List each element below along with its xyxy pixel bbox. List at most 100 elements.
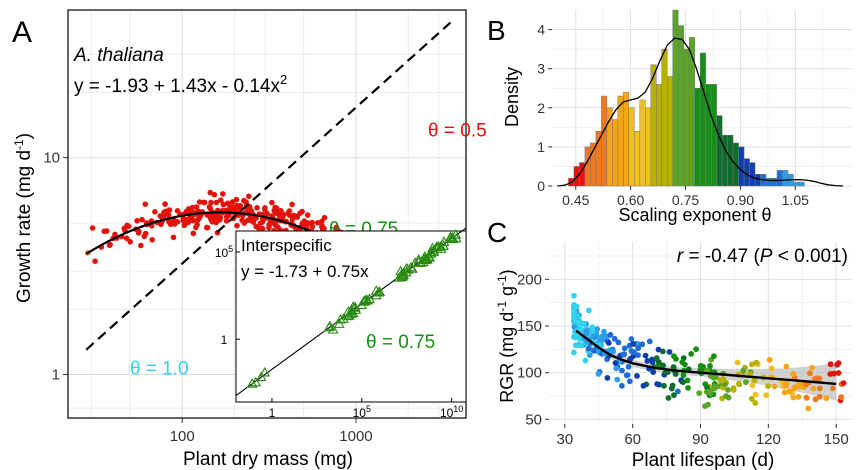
- histogram-bar: [573, 166, 580, 187]
- data-point: [286, 208, 293, 214]
- data-point: [710, 374, 717, 381]
- data-point: [586, 307, 592, 314]
- data-point: [609, 348, 616, 355]
- data-point: [223, 214, 230, 220]
- data-point: [181, 222, 188, 229]
- inset-triangle: [333, 318, 345, 328]
- data-point: [626, 378, 633, 385]
- quadratic-equation: y = -1.93 + 1.43x - 0.14x2: [74, 72, 287, 97]
- panel-a-ylabel-end: ): [14, 133, 35, 139]
- histogram-bar: [798, 181, 805, 187]
- data-point: [781, 389, 788, 396]
- data-point: [768, 365, 775, 372]
- histogram-bar: [601, 95, 608, 187]
- inset-y-tick-label: 1: [221, 333, 228, 347]
- data-point: [162, 201, 168, 207]
- inset-triangle: [435, 243, 447, 253]
- data-point: [170, 234, 177, 241]
- inset-triangle: [259, 366, 271, 377]
- inset-triangle: [447, 231, 458, 242]
- histogram-bar: [634, 130, 641, 187]
- inset-theta-label: θ = 0.75: [366, 332, 435, 353]
- histogram-bar: [650, 64, 657, 187]
- data-point: [655, 346, 662, 353]
- data-point: [139, 216, 145, 223]
- panel-c-ticks: 30 60 90 120 150 50 100 150 200: [517, 271, 849, 448]
- data-point: [194, 222, 200, 228]
- y-tick-label: 2: [537, 100, 545, 116]
- data-point: [321, 225, 327, 232]
- data-point: [220, 201, 227, 208]
- data-point: [725, 387, 731, 393]
- data-point: [675, 388, 681, 395]
- data-point: [753, 359, 760, 366]
- inset-triangle: [370, 285, 382, 295]
- x-tick-label: 30: [556, 431, 573, 448]
- data-point: [803, 395, 810, 401]
- data-point: [783, 363, 790, 370]
- panel-c: 30 60 90 120 150 50 100 150 200 r = -0.47 (P < 0…: [495, 242, 852, 470]
- histogram-bar: [782, 170, 789, 187]
- y-tick-label: 100: [517, 365, 542, 382]
- data-point: [654, 381, 660, 387]
- data-point: [576, 318, 583, 325]
- data-point: [661, 382, 667, 389]
- histogram-bar: [666, 76, 673, 187]
- data-point: [619, 367, 625, 374]
- data-point: [816, 385, 823, 392]
- data-point: [707, 362, 713, 369]
- data-point: [223, 218, 230, 224]
- histogram-bar: [656, 84, 663, 187]
- data-point: [696, 390, 703, 396]
- panel-b-ylabel: Density: [502, 67, 522, 127]
- data-point: [585, 345, 592, 352]
- data-point: [138, 242, 144, 249]
- data-point: [653, 355, 660, 362]
- panel-c-ylabel-sup2: -1: [495, 275, 509, 286]
- inset-triangle: [450, 228, 462, 239]
- data-point: [749, 382, 756, 389]
- data-point: [220, 191, 226, 197]
- data-point: [595, 371, 602, 377]
- inset-triangle: [396, 268, 408, 279]
- panel-a-xlabel: Plant dry mass (mg): [183, 449, 353, 470]
- data-point: [722, 381, 728, 388]
- panel-c-xlabel: Plant lifespan (d): [632, 450, 775, 470]
- panel-c-points: [571, 292, 847, 412]
- data-point: [254, 205, 260, 211]
- panel-c-ylabel: RGR (mg d-1 g-1): [495, 269, 517, 402]
- histogram-bar: [661, 48, 668, 187]
- data-point: [209, 219, 216, 225]
- data-point: [815, 375, 821, 382]
- histogram-bar: [710, 84, 717, 187]
- data-point: [259, 225, 266, 232]
- data-point: [239, 217, 245, 223]
- data-point: [619, 382, 625, 389]
- data-point: [188, 216, 194, 223]
- data-point: [578, 342, 584, 349]
- histogram-bar: [688, 37, 695, 187]
- x-tick-label: 150: [824, 431, 849, 448]
- data-point: [838, 394, 845, 401]
- inset-triangle: [360, 294, 372, 304]
- panel-b: 0.45 0.60 0.75 0.90 1.05 0 1 2 3 4 Scaling expone…: [502, 9, 852, 225]
- inset-triangle: [438, 240, 449, 250]
- data-point: [262, 206, 268, 213]
- histogram-bar: [584, 146, 591, 187]
- data-point: [269, 199, 275, 206]
- data-point: [289, 201, 295, 208]
- inset-equation: y = -1.73 + 0.75x: [241, 262, 369, 281]
- data-point: [583, 330, 590, 337]
- inset-triangle: [370, 289, 382, 300]
- panel-c-ylabel-sup1: -1: [495, 301, 509, 312]
- data-point: [702, 403, 708, 409]
- data-point: [204, 224, 211, 231]
- x-tick-label: 100: [170, 428, 195, 445]
- data-point: [783, 380, 790, 386]
- data-point: [127, 239, 133, 245]
- inset-triangle: [250, 376, 262, 387]
- histogram-bar: [754, 174, 761, 187]
- data-point: [807, 370, 813, 377]
- data-point: [669, 382, 676, 389]
